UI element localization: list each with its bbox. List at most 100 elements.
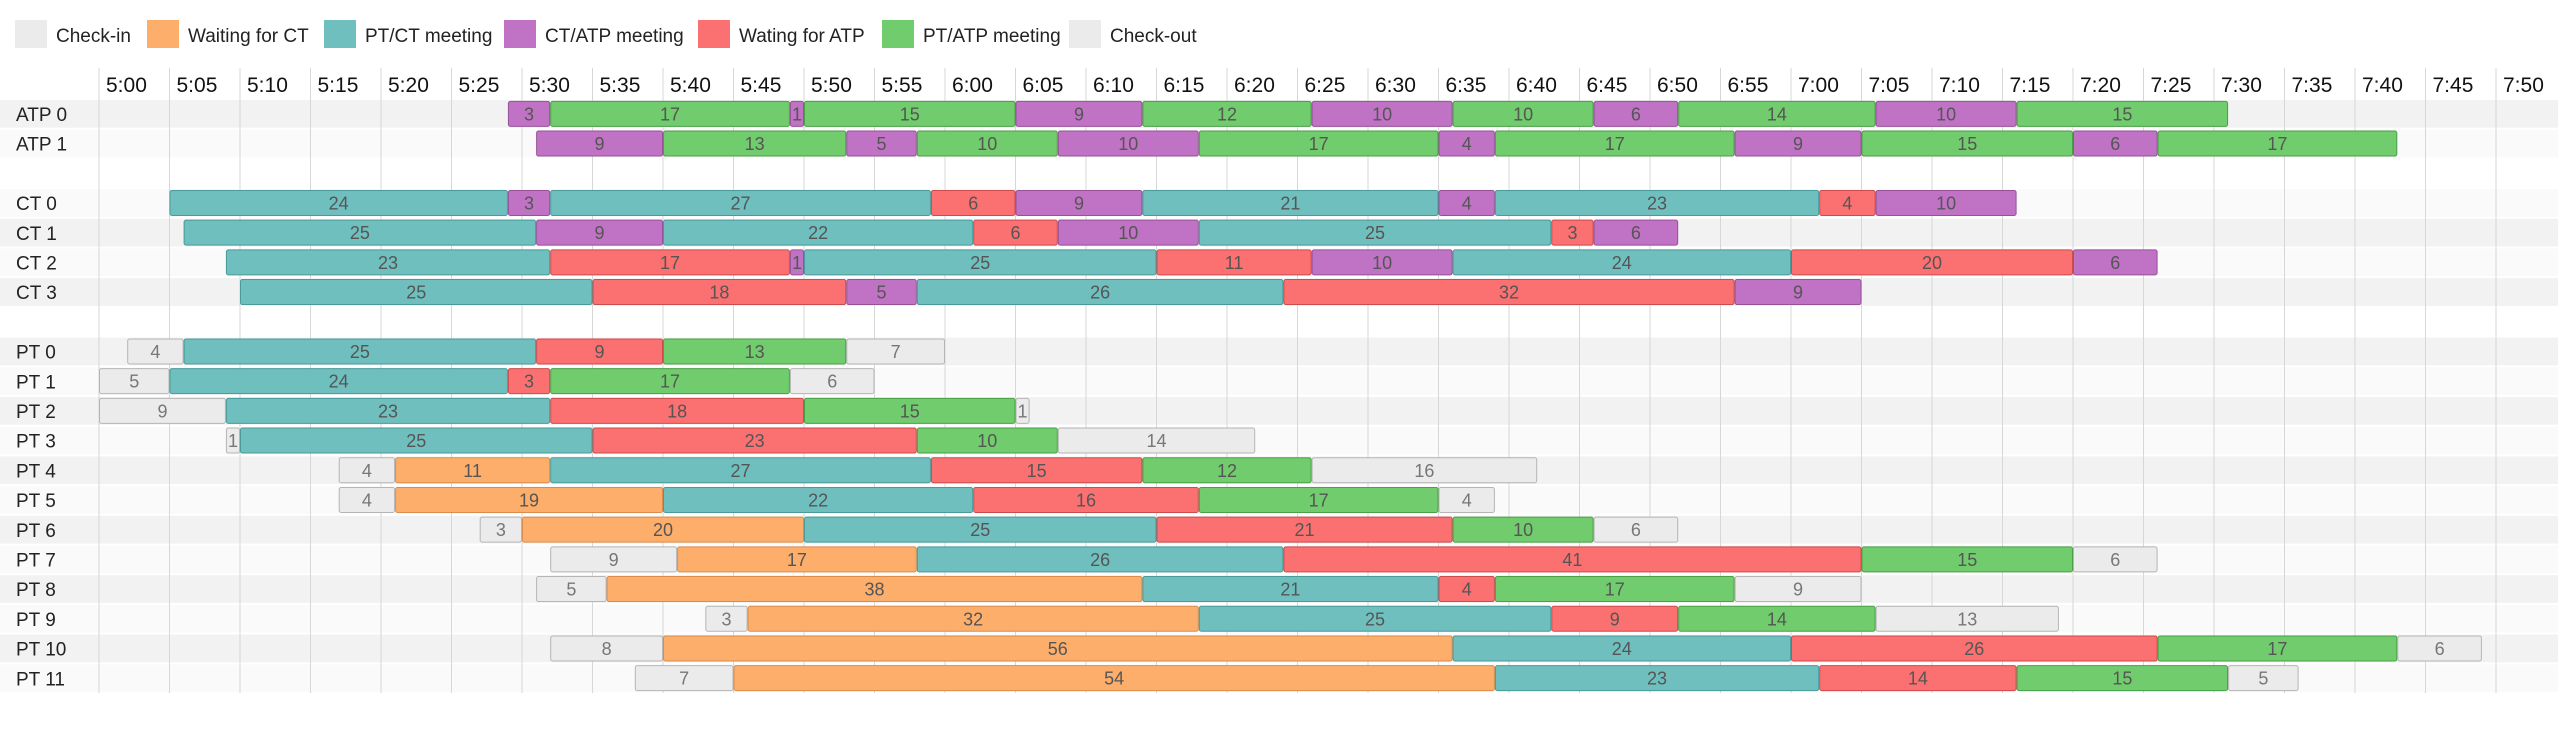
- bar-ctatp: [789, 100, 805, 127]
- legend-swatch-ci: [15, 20, 47, 48]
- bar-watp: [973, 219, 1058, 246]
- x-tick-label: 6:40: [1516, 74, 1557, 97]
- bar-ptatp: [550, 100, 790, 127]
- bar-value-label: 18: [667, 401, 687, 421]
- bar-value-label: 27: [731, 193, 751, 213]
- bar-value-label: 14: [1767, 104, 1787, 124]
- bar-watp: [930, 457, 1143, 484]
- bar-value-label: 38: [864, 580, 884, 600]
- bar-value-label: 15: [900, 401, 920, 421]
- bar-value-label: 6: [827, 372, 837, 392]
- bar-watp: [592, 279, 847, 306]
- x-tick-label: 6:20: [1234, 74, 1275, 97]
- bar-ptct: [183, 338, 537, 365]
- bar-watp: [1819, 665, 2017, 692]
- x-tick-label: 5:45: [741, 74, 782, 97]
- bar-ptatp: [2157, 635, 2398, 662]
- x-tick-label: 6:05: [1023, 74, 1064, 97]
- legend-label-watp: Wating for ATP: [739, 26, 865, 47]
- legend-label-ptct: PT/CT meeting: [365, 26, 492, 47]
- bar-value-label: 25: [406, 283, 426, 303]
- bar-ctatp: [846, 130, 917, 157]
- bar-value-label: 9: [595, 134, 605, 154]
- bar-ctatp: [789, 249, 805, 276]
- bar-value-label: 15: [1957, 134, 1977, 154]
- bar-co: [2228, 665, 2299, 692]
- bar-value-label: 10: [1936, 193, 1956, 213]
- bar-ctatp: [1057, 130, 1199, 157]
- bar-ptatp: [550, 368, 790, 395]
- bar-value-label: 9: [1074, 104, 1084, 124]
- bar-ptct: [1452, 249, 1791, 276]
- bar-watp: [973, 486, 1199, 513]
- bar-wct: [663, 635, 1453, 662]
- bar-value-label: 6: [1631, 104, 1641, 124]
- x-tick-label: 6:50: [1657, 74, 1698, 97]
- bar-ptatp: [2016, 665, 2229, 692]
- bar-value-label: 17: [1309, 134, 1329, 154]
- bar-watp: [1551, 605, 1679, 632]
- bar-ptatp: [804, 100, 1016, 127]
- row-bands: [0, 100, 2558, 692]
- bar-value-label: 5: [877, 283, 887, 303]
- bar-ptct: [1198, 605, 1552, 632]
- x-tick-label: 7:10: [1939, 74, 1980, 97]
- bar-value-label: 54: [1104, 669, 1124, 689]
- bar-value-label: 15: [900, 104, 920, 124]
- bar-co: [1311, 457, 1538, 484]
- bar-ci: [705, 605, 748, 632]
- bar-ptatp: [916, 427, 1058, 454]
- bar-wct: [606, 576, 1143, 603]
- legend-label-ptatp: PT/ATP meeting: [923, 26, 1061, 47]
- bar-wct: [395, 457, 551, 484]
- bar-value-label: 10: [1513, 104, 1533, 124]
- bar-watp: [1791, 249, 2073, 276]
- bar-ci: [99, 397, 226, 424]
- bar-value-label: 10: [1118, 134, 1138, 154]
- bar-value-label: 10: [1372, 104, 1392, 124]
- row-label: PT 5: [16, 491, 56, 512]
- bar-ptct: [916, 279, 1284, 306]
- bar-ctatp: [2073, 130, 2158, 157]
- bar-value-label: 4: [1842, 193, 1852, 213]
- bar-value-label: 12: [1217, 104, 1237, 124]
- bar-co: [1015, 397, 1030, 424]
- bar-value-label: 5: [129, 372, 139, 392]
- bar-value-label: 25: [350, 342, 370, 362]
- bar-value-label: 17: [2267, 134, 2287, 154]
- bar-ptct: [1142, 189, 1439, 216]
- bar-ptatp: [1494, 576, 1735, 603]
- bar-value-label: 10: [977, 134, 997, 154]
- bar-co: [2073, 546, 2158, 573]
- row-label: CT 3: [16, 283, 57, 304]
- bar-value-label: 10: [1118, 223, 1138, 243]
- bar-ptatp: [804, 397, 1016, 424]
- bar-ptatp: [916, 130, 1058, 157]
- x-tick-label: 6:25: [1305, 74, 1346, 97]
- row-label: PT 6: [16, 521, 56, 542]
- bar-value-label: 9: [1610, 609, 1620, 629]
- bar-value-label: 9: [157, 401, 167, 421]
- bar-ctatp: [507, 100, 551, 127]
- bar-value-label: 25: [1365, 609, 1385, 629]
- x-axis-ticks: 5:00 5:05 5:10 5:15 5:20 5:25 5:30 5:35 5:40 5:45…: [106, 74, 2544, 97]
- bar-value-label: 17: [1605, 134, 1625, 154]
- bar-watp: [592, 427, 917, 454]
- bar-value-label: 10: [1513, 520, 1533, 540]
- bar-value-label: 11: [1225, 253, 1244, 273]
- x-tick-label: 7:00: [1798, 74, 1839, 97]
- bar-co: [1057, 427, 1256, 454]
- legend-label-wct: Waiting for CT: [188, 26, 309, 47]
- bar-ptct: [183, 219, 537, 246]
- bar-value-label: 4: [1462, 580, 1472, 600]
- bar-value-label: 3: [524, 193, 534, 213]
- bar-value-label: 17: [1605, 580, 1625, 600]
- x-tick-label: 5:55: [882, 74, 923, 97]
- bar-value-label: 24: [329, 372, 349, 392]
- bar-value-label: 23: [378, 401, 398, 421]
- bar-value-label: 10: [977, 431, 997, 451]
- x-tick-label: 6:15: [1164, 74, 1205, 97]
- bar-watp: [536, 338, 663, 365]
- bar-ptct: [225, 249, 551, 276]
